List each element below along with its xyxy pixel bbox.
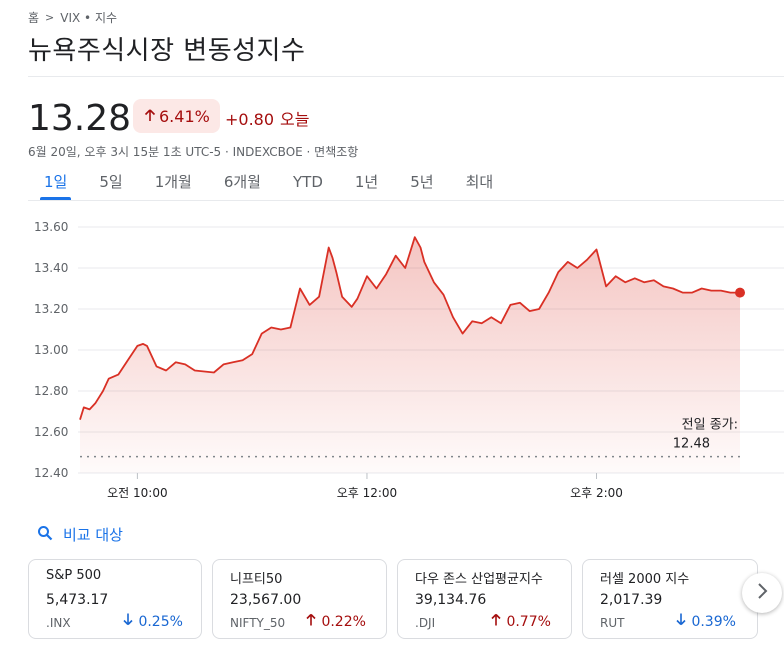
tab-6[interactable]: 5년 [410,173,434,191]
breadcrumb: 홈 > VIX • 지수 [28,9,117,26]
x-tick-label: 오후 2:00 [570,486,623,500]
quote-meta: 6월 20일, 오후 3시 15분 1초 UTC-5 · INDEXCBOE ·… [28,145,359,159]
index-change-value: 0.22% [321,614,366,630]
tab-1[interactable]: 5일 [99,173,123,191]
arrow-up-icon [143,107,157,126]
percent-change-badge: 6.41% [133,99,220,133]
price-chart: 13.60 13.40 13.20 13.00 12.80 12.60 12.40 오전 10… [34,220,784,500]
y-tick-label: 13.20 [34,302,68,316]
divider [28,76,784,77]
page-title: 뉴욕주식시장 변동성지수 [28,36,306,66]
index-card[interactable]: 러셀 2000 지수 2,017.39 RUT 0.39% [582,559,758,639]
index-change-value: 0.77% [506,614,551,630]
index-ticker: RUT [600,616,625,630]
index-name: S&P 500 [46,568,102,583]
index-change: 0.77% [490,613,551,630]
search-icon [37,525,53,545]
tabs-divider [28,200,784,201]
index-card[interactable]: 다우 존스 산업평균지수 39,134.76 .DJI 0.77% [397,559,572,639]
last-price-dot [735,287,745,298]
arrow-up-icon [490,613,502,630]
tab-0[interactable]: 1일 [28,170,83,200]
index-card[interactable]: 니프티50 23,567.00 NIFTY_50 0.22% [212,559,387,639]
y-tick-label: 13.00 [34,343,68,357]
next-button[interactable] [742,573,782,613]
index-ticker: .INX [46,616,71,630]
previous-close-label: 전일 종가: [682,418,738,433]
period-label: 오늘 [280,110,310,129]
arrow-down-icon [675,613,687,630]
index-value: 23,567.00 [230,592,302,608]
chevron-right-icon [756,582,768,604]
arrow-down-icon [122,613,134,630]
index-change-value: 0.39% [691,614,736,630]
index-name: 니프티50 [230,572,283,587]
breadcrumb-home[interactable]: 홈 [28,11,40,25]
index-value: 39,134.76 [415,592,487,608]
index-change: 0.22% [305,613,366,630]
y-tick-label: 13.40 [34,261,68,275]
index-change-value: 0.25% [138,614,183,630]
current-price: 13.28 [28,98,132,139]
tab-5[interactable]: 1년 [354,173,379,191]
index-value: 2,017.39 [600,592,663,608]
absolute-change-value: +0.80 [225,110,275,129]
x-tick-label: 오후 12:00 [337,486,397,500]
x-tick-label: 오전 10:00 [107,486,167,500]
y-tick-label: 12.80 [34,384,68,398]
index-ticker: NIFTY_50 [230,616,286,630]
y-tick-label: 13.60 [34,220,68,234]
tab-2[interactable]: 1개월 [154,173,192,191]
index-value: 5,473.17 [46,592,109,608]
index-name: 다우 존스 산업평균지수 [415,572,543,587]
index-name: 러셀 2000 지수 [600,572,690,587]
arrow-up-icon [305,613,317,630]
tab-7[interactable]: 최대 [465,173,494,191]
index-card[interactable]: S&P 500 5,473.17 .INX 0.25% [28,559,202,639]
compare-button[interactable]: 비교 대상 [37,524,123,545]
index-ticker: .DJI [415,616,436,630]
compare-label: 비교 대상 [63,526,123,544]
previous-close-value: 12.48 [673,437,710,452]
y-tick-label: 12.40 [34,466,68,480]
index-change: 0.39% [675,613,736,630]
related-indices: S&P 500 5,473.17 .INX 0.25% 니프티50 23,567.00 N… [28,559,784,639]
range-tabs: 1일 5일 1개월 6개월 YTD 1년 5년 최대 [28,170,509,200]
percent-change-value: 6.41% [159,106,210,126]
y-tick-label: 12.60 [34,425,68,439]
index-change: 0.25% [122,613,183,630]
tab-4[interactable]: YTD [293,173,323,191]
absolute-change: +0.80 오늘 [225,106,309,130]
price-area [80,237,740,473]
tab-3[interactable]: 6개월 [223,173,261,191]
chevron-right-icon: > [45,11,55,24]
price-line [79,236,740,420]
breadcrumb-index[interactable]: VIX • 지수 [60,11,118,25]
